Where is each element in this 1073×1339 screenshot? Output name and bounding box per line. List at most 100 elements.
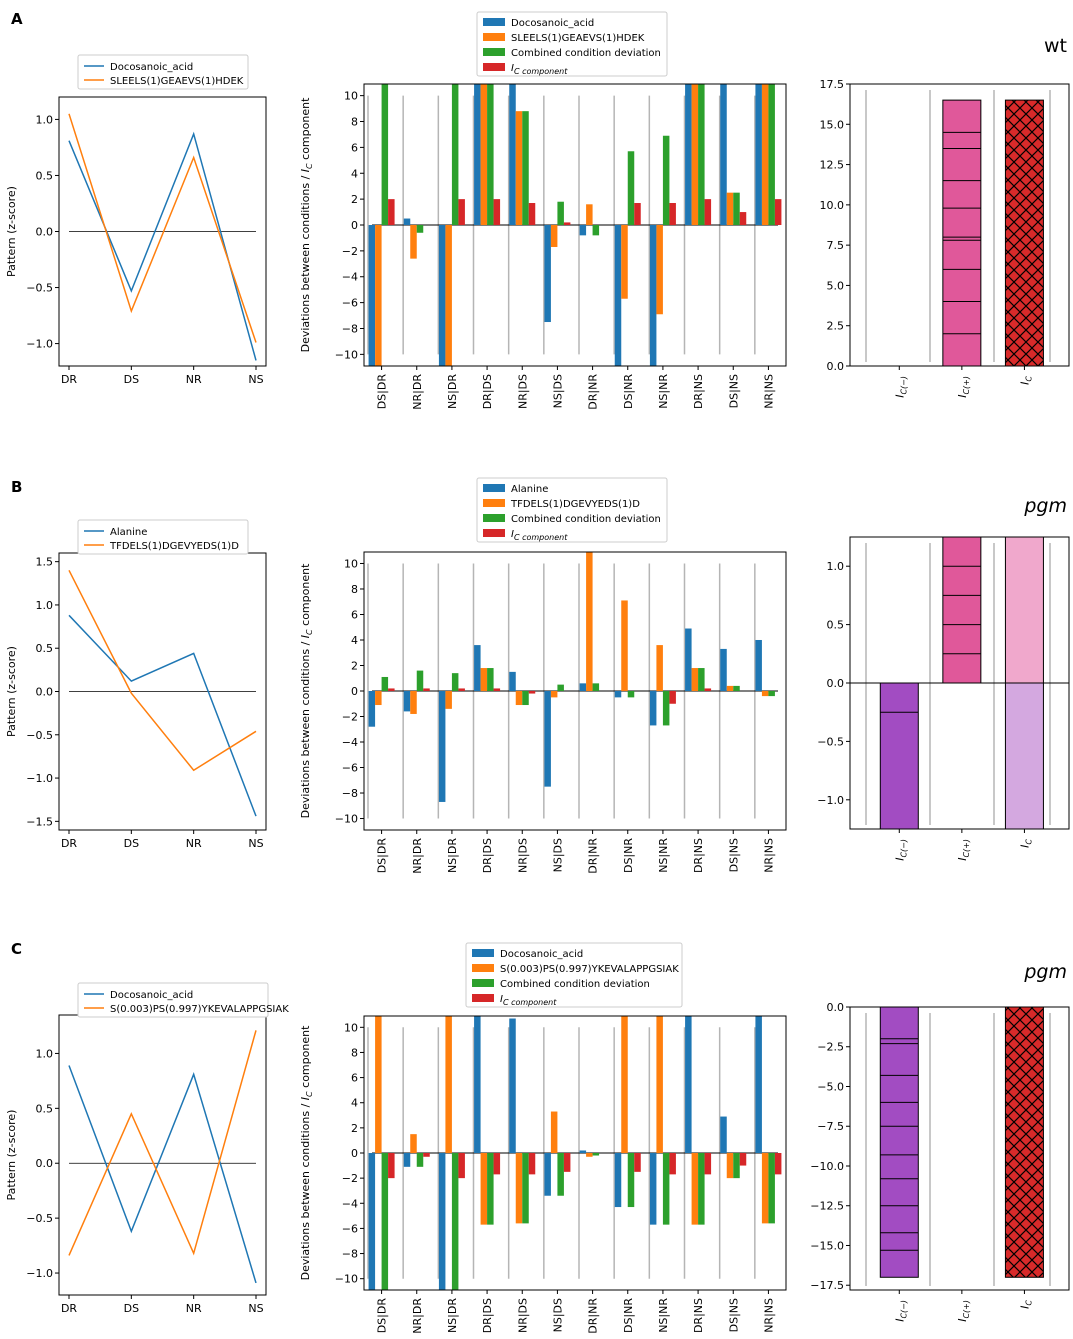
x-tick-label: DS xyxy=(124,373,139,386)
bar xyxy=(416,225,424,233)
bar xyxy=(445,225,452,366)
bar xyxy=(621,225,628,299)
bar xyxy=(381,1153,389,1290)
bar xyxy=(720,1116,727,1153)
ic-title: wt xyxy=(1044,35,1067,57)
legend-label: TFDELS(1)DGEVYEDS(1)D xyxy=(109,541,239,552)
x-tick-label: IC(−) xyxy=(893,839,908,861)
x-tick-label: DS|NR xyxy=(622,1298,635,1333)
y-tick-label: −0.5 xyxy=(26,1212,53,1225)
bar xyxy=(410,225,417,259)
x-tick-label: IC xyxy=(1018,1300,1033,1309)
bar xyxy=(528,1153,536,1175)
x-tick-label: IC(+) xyxy=(956,376,971,398)
panel-B: B 1.5 1.0 0.5 0.0 −0.5 −1.0 −1.5 DR DS NR NS Pattern… xyxy=(5,477,1070,874)
y-tick-label: −2 xyxy=(342,1172,358,1185)
bar xyxy=(704,688,712,691)
legend-label: IC component xyxy=(511,63,568,76)
x-tick-label: NR xyxy=(186,837,202,850)
y-tick-label: 5.0 xyxy=(827,279,845,292)
legend-swatch xyxy=(483,484,505,492)
y-tick-label: 0.0 xyxy=(36,1157,54,1170)
x-tick-label: DR|NS xyxy=(692,838,705,873)
x-tick-label: DR xyxy=(61,373,77,386)
ic-chart: 1.0 0.5 0.0 −0.5 −1.0 IC(−) IC(+) IC pgm xyxy=(817,495,1070,861)
x-tick-label: NR xyxy=(186,373,202,386)
bar xyxy=(669,1153,676,1175)
bar xyxy=(445,1016,452,1153)
bar xyxy=(627,151,635,225)
bar xyxy=(550,225,558,247)
ic-title: pgm xyxy=(1023,961,1067,983)
y-tick-label: 6 xyxy=(351,141,358,154)
x-tick-label: IC(−) xyxy=(893,376,908,398)
bar xyxy=(761,1153,769,1224)
x-tick-label: DR|NS xyxy=(692,374,705,409)
y-tick-label: −6 xyxy=(342,297,358,310)
ic-total-pos-bar xyxy=(1004,536,1044,684)
bar xyxy=(669,691,676,704)
bar xyxy=(774,1153,782,1175)
legend-label: Alanine xyxy=(511,484,548,495)
bar xyxy=(656,645,663,691)
bar xyxy=(509,1018,516,1153)
panel-label: A xyxy=(11,10,23,28)
y-tick-label: 10 xyxy=(344,1021,358,1034)
y-tick-label: 1.0 xyxy=(36,113,54,126)
bar xyxy=(726,192,734,225)
bar xyxy=(720,648,727,691)
y-tick-label: −0.5 xyxy=(817,735,844,748)
bar xyxy=(487,84,494,225)
x-tick-label: NR|NS xyxy=(762,838,775,873)
bar xyxy=(474,1016,481,1153)
x-tick-label: NS xyxy=(248,1302,263,1315)
y-axis-label: Deviations between conditions / IC compo… xyxy=(299,1025,314,1280)
legend-box xyxy=(476,11,668,77)
bar xyxy=(627,691,635,698)
bar xyxy=(550,1111,558,1153)
bar xyxy=(458,688,465,691)
series-line xyxy=(68,1065,257,1284)
legend-label: Combined condition deviation xyxy=(511,48,661,59)
y-tick-label: −1.0 xyxy=(26,1267,53,1280)
y-tick-label: 1.5 xyxy=(36,556,54,569)
y-tick-label: −1.5 xyxy=(26,815,53,828)
legend-swatch xyxy=(483,529,505,537)
bar xyxy=(557,201,564,225)
bar xyxy=(410,691,417,714)
bar xyxy=(592,225,600,236)
bar xyxy=(774,199,782,225)
y-tick-label: −8 xyxy=(342,787,358,800)
x-tick-label: DS|NS xyxy=(727,374,740,408)
bar xyxy=(649,1153,657,1225)
bar xyxy=(726,685,734,691)
y-tick-label: 8 xyxy=(351,116,358,129)
bar xyxy=(685,1016,692,1153)
y-tick-label: −6 xyxy=(342,1222,358,1235)
legend-swatch xyxy=(483,514,505,522)
y-tick-label: 0 xyxy=(351,219,358,232)
legend-label: S(0.003)PS(0.997)YKEVALAPPGSIAK xyxy=(500,964,679,975)
x-tick-label: DS|DR xyxy=(376,838,389,874)
y-tick-label: 1.0 xyxy=(36,1047,54,1060)
x-tick-label: NS xyxy=(248,837,263,850)
y-tick-label: 0.5 xyxy=(827,619,845,632)
bar xyxy=(614,691,622,698)
bar xyxy=(368,1153,376,1290)
bar xyxy=(416,670,424,691)
x-tick-label: NR xyxy=(186,1302,202,1315)
bar xyxy=(614,225,622,366)
bar xyxy=(720,84,727,225)
legend-swatch xyxy=(483,33,505,41)
bar xyxy=(726,1153,734,1179)
bar xyxy=(656,225,663,315)
bar xyxy=(403,691,411,712)
panel-label: C xyxy=(11,940,22,958)
legend-label: Docosanoic_acid xyxy=(500,949,583,960)
bar xyxy=(592,1153,600,1156)
x-tick-label: DR|DS xyxy=(481,374,494,409)
legend-box xyxy=(77,982,269,1018)
y-tick-label: −10 xyxy=(335,1273,358,1286)
y-tick-label: −10.0 xyxy=(810,1160,844,1173)
